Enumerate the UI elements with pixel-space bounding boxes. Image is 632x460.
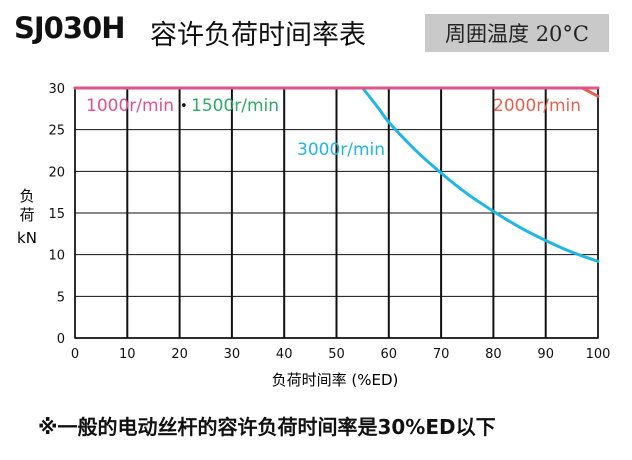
x-tick-label-60: 60 <box>381 347 398 362</box>
x-tick-label-40: 40 <box>276 347 293 362</box>
chart-legend: 1000r/min • 1500r/min 2000r/min 3000r/mi… <box>86 96 581 160</box>
temperature-badge: 周囲温度 20°C <box>425 14 609 52</box>
load-duty-chart: 0 10 20 30 40 50 60 70 80 90 100 0 5 10 15 20 25 30 1000r… <box>17 82 610 389</box>
x-tick-label-70: 70 <box>433 347 450 362</box>
legend-1500rpm: 1500r/min <box>191 96 279 116</box>
x-tick-label-20: 20 <box>171 347 188 362</box>
chart-ticks: 0 10 20 30 40 50 60 70 80 90 100 0 5 10 15 20 25 30 <box>48 82 610 362</box>
x-tick-label-90: 90 <box>537 347 554 362</box>
legend-1000rpm: 1000r/min <box>86 96 174 116</box>
page-title: 容许负荷时间率表 <box>150 20 366 51</box>
y-tick-label-10: 10 <box>48 249 65 264</box>
y-tick-label-5: 5 <box>57 290 65 305</box>
chart-series <box>73 86 600 263</box>
chart-grid <box>74 87 599 339</box>
x-tick-label-80: 80 <box>485 347 502 362</box>
model-name: SJ030H <box>14 11 125 45</box>
footnote: ※一般的电动丝杆的容许负荷时间率是30%ED以下 <box>38 415 496 439</box>
x-tick-label-30: 30 <box>224 347 241 362</box>
y-tick-label-30: 30 <box>48 82 65 97</box>
y-tick-label-20: 20 <box>48 165 65 180</box>
y-axis-label-line-3: kN <box>17 229 37 247</box>
y-axis-label-line-2: 荷 <box>19 206 34 224</box>
x-axis-label: 负荷时间率 (%ED) <box>272 371 399 389</box>
y-tick-label-15: 15 <box>48 207 65 222</box>
x-tick-label-100: 100 <box>586 347 611 362</box>
header: SJ030H 容许负荷时间率表 周囲温度 20°C <box>0 0 632 60</box>
legend-3000rpm: 3000r/min <box>297 140 385 160</box>
x-tick-label-10: 10 <box>119 347 136 362</box>
y-tick-label-0: 0 <box>57 332 65 347</box>
legend-separator: • <box>180 99 188 114</box>
series-line-3000rmin <box>361 86 600 263</box>
temperature-label: 周囲温度 20°C <box>445 22 589 46</box>
x-tick-label-50: 50 <box>328 347 345 362</box>
y-axis-label-line-1: 负 <box>19 187 34 205</box>
legend-2000rpm: 2000r/min <box>493 96 581 116</box>
x-tick-label-0: 0 <box>71 347 79 362</box>
y-axis-label: 负 荷 kN <box>17 187 37 247</box>
y-tick-label-25: 25 <box>48 124 65 139</box>
